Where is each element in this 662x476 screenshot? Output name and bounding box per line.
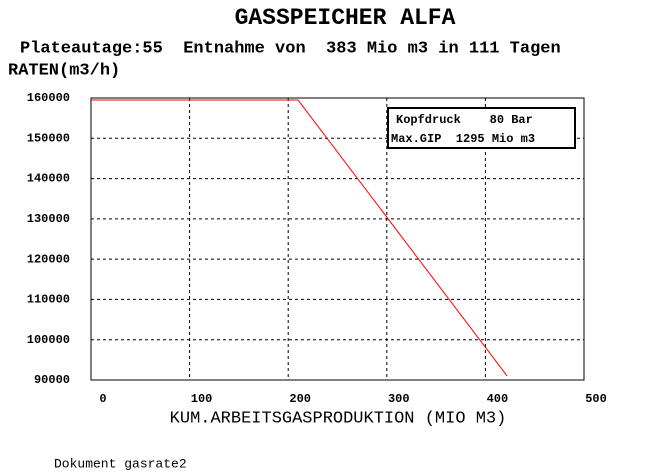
- x-tick-label: 500: [585, 392, 607, 406]
- footer: Dokument gasrate2: [54, 456, 187, 471]
- chart-title: GASSPEICHER ALFA: [235, 5, 456, 31]
- y-tick-label: 90000: [34, 373, 70, 387]
- y-tick-label: 140000: [27, 172, 70, 186]
- plot-frame: [90, 97, 585, 381]
- y-axis-label: RATEN(m3/h): [8, 61, 120, 80]
- y-tick-label: 160000: [27, 91, 70, 105]
- x-tick-label: 100: [191, 392, 213, 406]
- annotation-box: [387, 107, 576, 149]
- annotation: Max.GIP 1295 Mio m3: [391, 132, 535, 146]
- y-tick-label: 130000: [27, 212, 70, 226]
- chart-subtitle: Plateautage:55 Entnahme von 383 Mio m3 i…: [20, 39, 561, 58]
- y-tick-label: 110000: [27, 293, 70, 307]
- data-line: [91, 99, 508, 377]
- x-tick-label: 300: [388, 392, 410, 406]
- annotation: Kopfdruck 80 Bar: [396, 113, 533, 127]
- y-tick-label: 100000: [27, 333, 70, 347]
- x-tick-label: 0: [99, 392, 106, 406]
- y-tick-label: 120000: [27, 252, 70, 266]
- x-axis-label: KUM.ARBEITSGASPRODUKTION (MIO M3): [170, 409, 507, 428]
- y-tick-label: 150000: [27, 131, 70, 145]
- x-tick-label: 400: [487, 392, 509, 406]
- x-tick-label: 200: [289, 392, 311, 406]
